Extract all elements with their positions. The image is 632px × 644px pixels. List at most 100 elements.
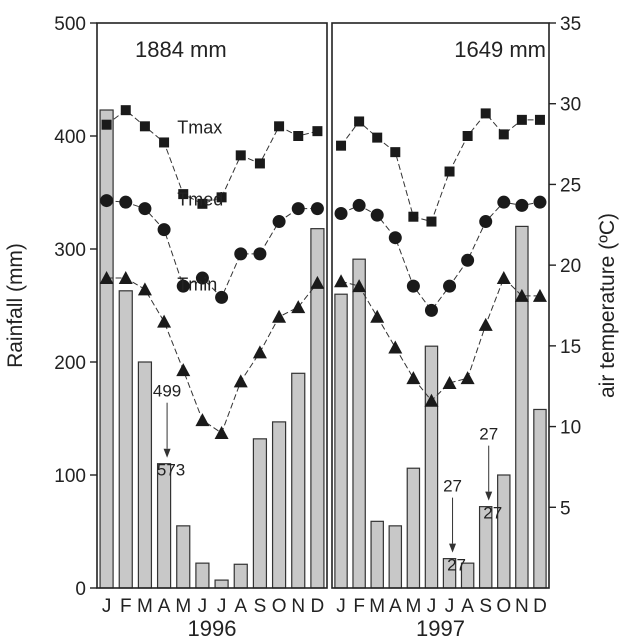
plot-frame xyxy=(331,22,550,589)
month-label: O xyxy=(496,596,511,617)
y-right-axis-title: air temperature (ºC) xyxy=(596,213,619,398)
tmed-point xyxy=(138,202,152,216)
annual-total-label: 1884 mm xyxy=(135,37,227,62)
month-label: N xyxy=(515,596,529,617)
tmax-point xyxy=(235,150,246,161)
month-label: M xyxy=(369,596,385,617)
annotation-label: 27 xyxy=(483,504,502,523)
rainfall-bar xyxy=(252,438,268,589)
annotation-label: 27 xyxy=(479,425,498,444)
month-label: A xyxy=(234,596,247,617)
tmed-point xyxy=(176,279,190,293)
y-left-tick-label: 400 xyxy=(54,127,86,148)
tmin-point xyxy=(99,271,114,285)
month-label: J xyxy=(217,596,227,617)
tmax-point xyxy=(516,114,527,125)
y-right-tick-label: 20 xyxy=(560,256,581,277)
tmin-point xyxy=(442,375,457,389)
tmed-point xyxy=(479,215,493,229)
rainfall-bar xyxy=(352,258,366,589)
tmin-point xyxy=(496,271,511,285)
tmin-point xyxy=(176,363,191,377)
tmax-point xyxy=(534,114,545,125)
tmax-point xyxy=(216,192,227,203)
rainfall-bar xyxy=(533,408,547,589)
tmin-point xyxy=(388,340,403,354)
plot-frame xyxy=(96,22,328,589)
tmed-line xyxy=(340,201,541,312)
y-right-tick-label: 25 xyxy=(560,175,581,196)
month-label: S xyxy=(479,596,492,617)
tmin-point xyxy=(460,371,475,385)
tmed-point xyxy=(234,247,248,261)
tmed-point xyxy=(497,195,511,209)
tmed-point xyxy=(424,303,438,317)
rainfall-bar xyxy=(137,361,153,589)
rainfall-bar xyxy=(214,579,229,589)
month-label: J xyxy=(102,596,112,617)
month-label: O xyxy=(272,596,287,617)
tmax-point xyxy=(101,119,112,130)
tmax-line xyxy=(340,112,540,223)
month-label: J xyxy=(445,596,455,617)
annotation-arrowhead xyxy=(449,543,457,553)
y-left-tick-label: 0 xyxy=(75,579,86,600)
tmed-point xyxy=(215,290,229,304)
annual-total-label: 1649 mm xyxy=(454,37,546,62)
tmax-point xyxy=(178,189,189,200)
tmed-point xyxy=(515,198,529,212)
month-label: J xyxy=(336,596,346,617)
month-label: A xyxy=(158,596,171,617)
series-label-tmin: Tmin xyxy=(177,275,217,295)
year-label: 1996 xyxy=(188,616,237,641)
tmin-point xyxy=(195,413,210,427)
rainfall-bar xyxy=(515,225,529,589)
tmax-point xyxy=(354,116,365,127)
y-right-tick-label: 10 xyxy=(560,418,581,439)
tmax-point xyxy=(462,131,473,141)
month-label: A xyxy=(389,596,402,617)
rainfall-bar xyxy=(497,474,511,589)
annotation-label: 27 xyxy=(443,477,462,496)
month-label: M xyxy=(405,596,421,617)
rainfall-bar xyxy=(291,372,306,589)
tmin-line xyxy=(106,277,318,434)
rainfall-bar xyxy=(388,525,403,589)
tmax-point xyxy=(498,129,509,140)
tmed-point xyxy=(310,202,324,216)
y-left-tick-label: 500 xyxy=(54,14,86,35)
tmax-point xyxy=(426,216,437,227)
tmin-point xyxy=(157,314,172,328)
tmed-point xyxy=(533,195,547,209)
y-right-tick-label: 5 xyxy=(560,498,571,519)
rainfall-bar xyxy=(195,562,210,589)
tmed-point xyxy=(100,194,114,208)
annotation-label: 27 xyxy=(447,556,466,575)
tmax-point xyxy=(312,126,323,137)
rainfall-bar xyxy=(156,463,172,589)
tmax-point xyxy=(274,121,285,132)
tmed-point xyxy=(370,208,384,222)
month-label: D xyxy=(533,596,547,617)
y-left-tick-label: 300 xyxy=(54,240,86,261)
tmin-point xyxy=(272,309,287,323)
tmed-point xyxy=(461,253,475,267)
tmin-point xyxy=(118,271,133,285)
tmed-point xyxy=(406,279,420,293)
tmax-point xyxy=(120,105,131,116)
tmed-point xyxy=(388,231,402,245)
rainfall-bar xyxy=(406,467,421,589)
annotation-arrowhead xyxy=(163,448,171,458)
year-label: 1997 xyxy=(416,616,465,641)
tmax-point xyxy=(254,158,265,169)
month-label: J xyxy=(427,596,437,617)
tmax-point xyxy=(480,108,491,119)
tmin-point xyxy=(214,426,229,440)
annotation-label: 573 xyxy=(157,461,185,480)
tmed-point xyxy=(291,202,305,216)
tmin-point xyxy=(352,279,367,293)
tmin-point xyxy=(532,288,547,302)
rainfall-bar xyxy=(370,520,384,589)
tmax-point xyxy=(372,132,383,143)
tmin-point xyxy=(406,371,421,385)
